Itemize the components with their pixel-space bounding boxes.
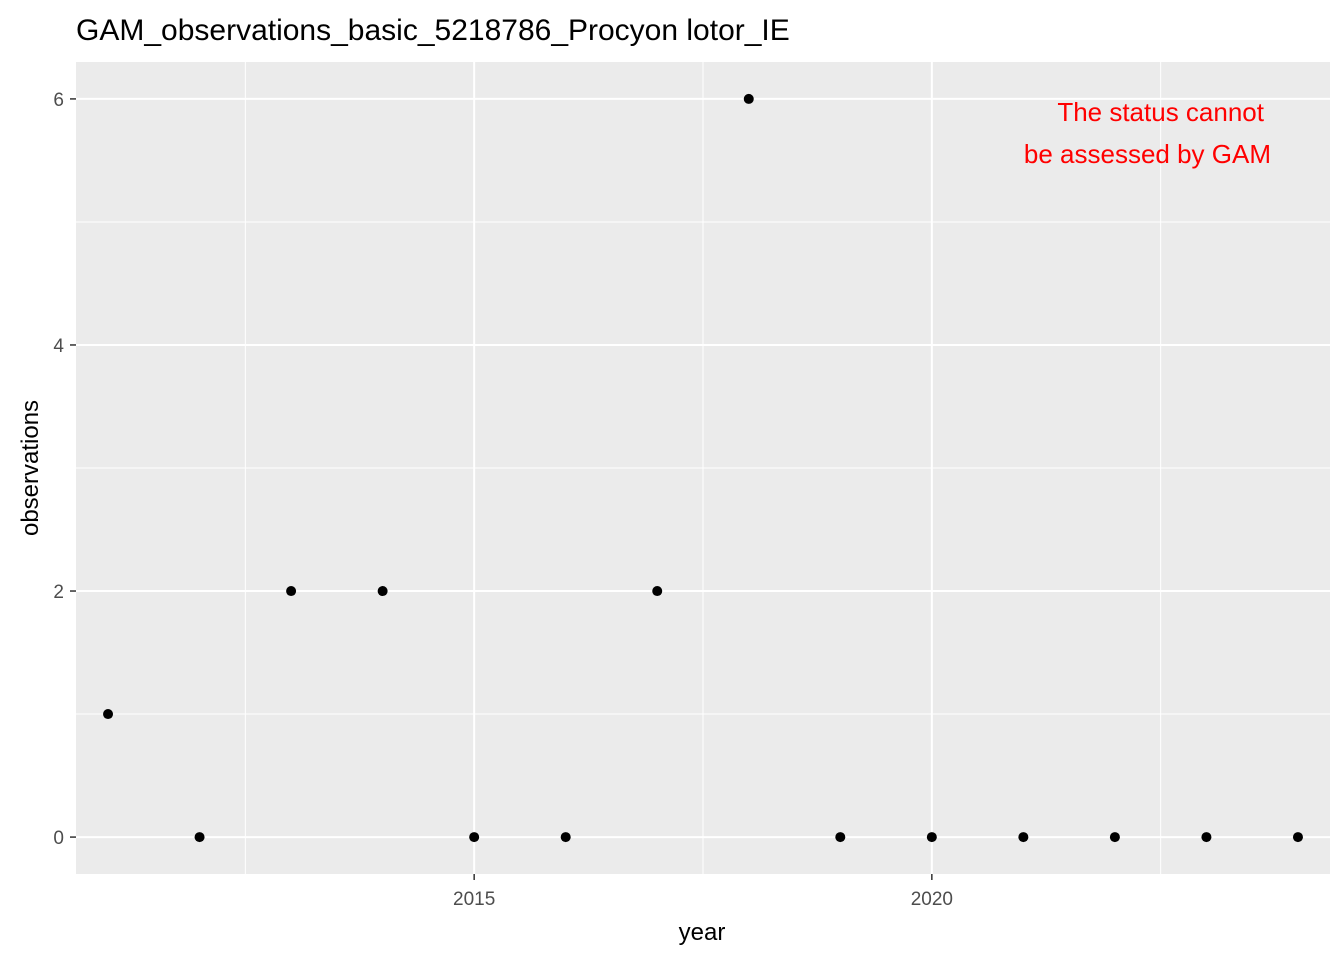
data-point [1292, 832, 1303, 843]
y-axis-title: observations [17, 400, 44, 536]
data-point [1201, 832, 1212, 843]
data-points [103, 93, 1303, 843]
minor-gridlines [76, 62, 1330, 874]
chart-title: GAM_observations_basic_5218786_Procyon l… [76, 14, 790, 47]
y-tick-label: 0 [53, 828, 64, 849]
data-point [286, 586, 297, 597]
x-axis-title: year [679, 919, 726, 946]
status-annotation-line-2: be assessed by GAM [1024, 139, 1271, 169]
data-point [103, 709, 114, 720]
data-point [377, 586, 388, 597]
x-tick-label: 2020 [911, 889, 953, 910]
data-point [194, 832, 205, 843]
data-point [926, 832, 937, 843]
status-annotation-line-1: The status cannot [1057, 97, 1264, 127]
y-tick-label: 6 [53, 90, 64, 111]
y-tick-label: 4 [53, 336, 64, 357]
x-axis-ticks: 2015 2020 [453, 874, 953, 910]
data-point [560, 832, 571, 843]
y-tick-label: 2 [53, 582, 64, 603]
data-point [469, 832, 480, 843]
major-gridlines [76, 62, 1330, 874]
data-point [835, 832, 846, 843]
data-point [652, 586, 663, 597]
data-point [1018, 832, 1029, 843]
data-point [1109, 832, 1120, 843]
data-point [743, 93, 754, 104]
y-axis-ticks: 0 2 4 6 [53, 90, 76, 849]
x-tick-label: 2015 [453, 889, 495, 910]
